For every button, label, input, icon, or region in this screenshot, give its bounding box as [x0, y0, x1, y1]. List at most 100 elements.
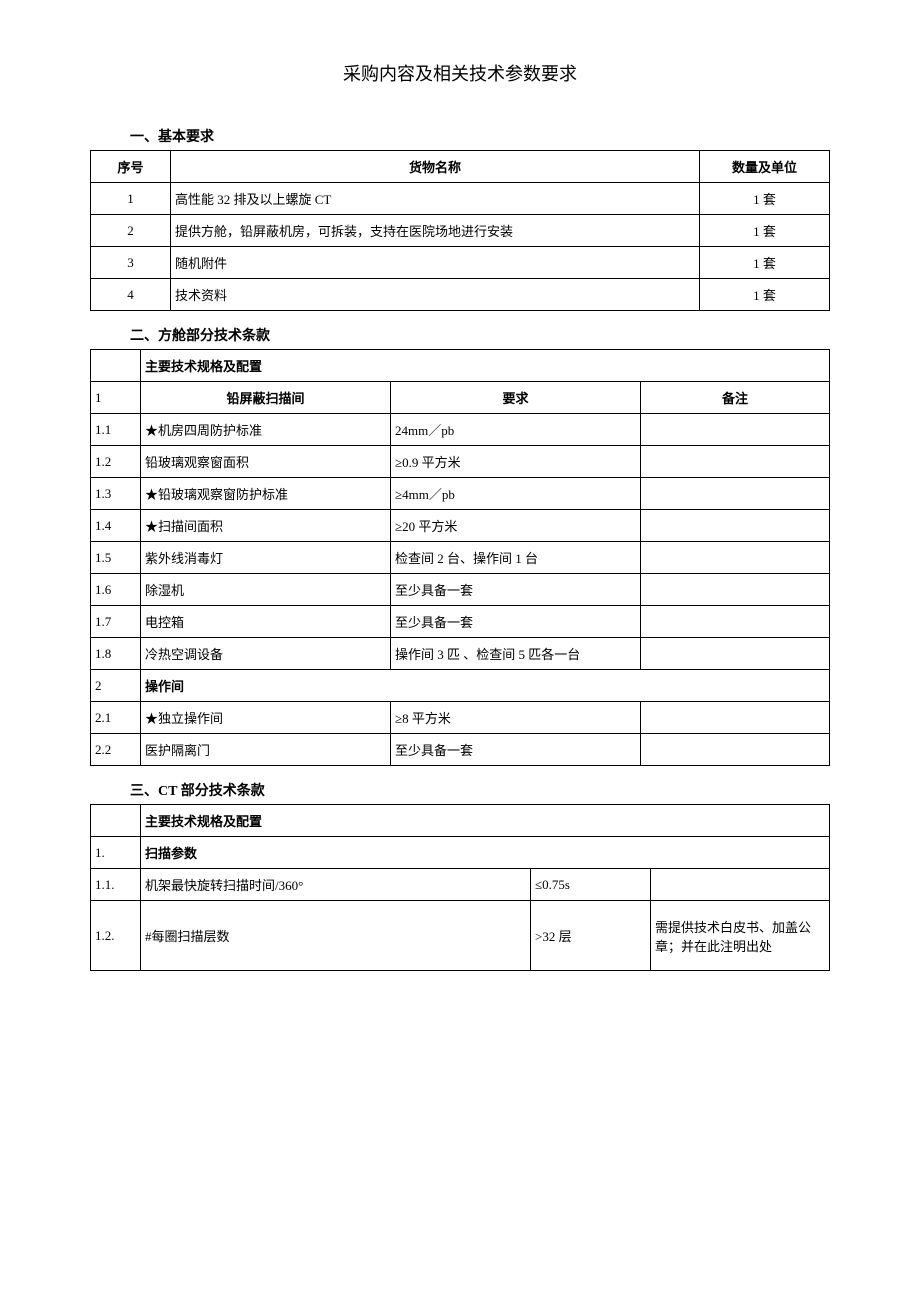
table-row: 1.1★机房四周防护标准24mm／pb: [91, 414, 830, 446]
cell-no: 1.4: [91, 510, 141, 542]
cell-note: [641, 414, 830, 446]
cell-no: 2.2: [91, 734, 141, 766]
table-row: 4 技术资料 1 套: [91, 279, 830, 311]
cell-no: 1.3: [91, 478, 141, 510]
cell-name: 冷热空调设备: [141, 638, 391, 670]
cell-no: 4: [91, 279, 171, 311]
cell-qty: 1 套: [700, 247, 830, 279]
spec-label: 主要技术规格及配置: [141, 350, 830, 382]
cell-note: [641, 638, 830, 670]
cell-no: 1.1.: [91, 869, 141, 901]
cell-name: ★机房四周防护标准: [141, 414, 391, 446]
col-name: 货物名称: [171, 151, 700, 183]
table-row: 1.7电控箱至少具备一套: [91, 606, 830, 638]
cell-req: 至少具备一套: [391, 734, 641, 766]
cell-req: ≥0.9 平方米: [391, 446, 641, 478]
cell-name: 电控箱: [141, 606, 391, 638]
group-title: 操作间: [141, 670, 830, 702]
cell-no: 2: [91, 215, 171, 247]
table-row: 1 高性能 32 排及以上螺旋 CT 1 套: [91, 183, 830, 215]
cell-req: 至少具备一套: [391, 606, 641, 638]
cell-name: ★扫描间面积: [141, 510, 391, 542]
table-row: 2 提供方舱，铅屏蔽机房，可拆装，支持在医院场地进行安装 1 套: [91, 215, 830, 247]
cell-note: [641, 510, 830, 542]
table-row: 1.3★铅玻璃观察窗防护标准≥4mm／pb: [91, 478, 830, 510]
page-title: 采购内容及相关技术参数要求: [90, 60, 830, 86]
cell-note: [641, 446, 830, 478]
cell-req: 24mm／pb: [391, 414, 641, 446]
group1-header-row: 1 铅屏蔽扫描间 要求 备注: [91, 382, 830, 414]
cell-req: 操作间 3 匹 、检查间 5 匹各一台: [391, 638, 641, 670]
cell-req: ≥4mm／pb: [391, 478, 641, 510]
cell-name: 技术资料: [171, 279, 700, 311]
table-row: 1.8冷热空调设备操作间 3 匹 、检查间 5 匹各一台: [91, 638, 830, 670]
cell-name: ★铅玻璃观察窗防护标准: [141, 478, 391, 510]
cell-no: 1.6: [91, 574, 141, 606]
cell-name: ★独立操作间: [141, 702, 391, 734]
cell-note: [641, 702, 830, 734]
cell-name: #每圈扫描层数: [141, 901, 531, 971]
fangcang-spec-table: 主要技术规格及配置 1 铅屏蔽扫描间 要求 备注 1.1★机房四周防护标准24m…: [90, 349, 830, 766]
section2-heading: 二、方舱部分技术条款: [130, 325, 830, 345]
group-idx: 1: [91, 382, 141, 414]
group-title: 扫描参数: [141, 837, 830, 869]
cell-req: >32 层: [531, 901, 651, 971]
cell-note: [641, 574, 830, 606]
group1-header-row: 1. 扫描参数: [91, 837, 830, 869]
section3-heading: 三、CT 部分技术条款: [130, 780, 830, 800]
cell-name: 随机附件: [171, 247, 700, 279]
table-row: 2.1★独立操作间≥8 平方米: [91, 702, 830, 734]
cell-note: [641, 478, 830, 510]
cell-note: [641, 606, 830, 638]
cell-blank: [91, 805, 141, 837]
cell-qty: 1 套: [700, 279, 830, 311]
table-row: 1.6除湿机至少具备一套: [91, 574, 830, 606]
group-idx: 1.: [91, 837, 141, 869]
cell-qty: 1 套: [700, 215, 830, 247]
cell-name: 铅玻璃观察窗面积: [141, 446, 391, 478]
table-row: 1.2铅玻璃观察窗面积≥0.9 平方米: [91, 446, 830, 478]
cell-no: 3: [91, 247, 171, 279]
table-row: 1.4★扫描间面积≥20 平方米: [91, 510, 830, 542]
cell-no: 2.1: [91, 702, 141, 734]
table-row: 2.2医护隔离门至少具备一套: [91, 734, 830, 766]
cell-req: 至少具备一套: [391, 574, 641, 606]
cell-no: 1.2: [91, 446, 141, 478]
cell-req: ≤0.75s: [531, 869, 651, 901]
cell-name: 提供方舱，铅屏蔽机房，可拆装，支持在医院场地进行安装: [171, 215, 700, 247]
spec-header-row: 主要技术规格及配置: [91, 805, 830, 837]
cell-req: 检查间 2 台、操作间 1 台: [391, 542, 641, 574]
req-label: 要求: [391, 382, 641, 414]
cell-no: 1.5: [91, 542, 141, 574]
cell-req: ≥8 平方米: [391, 702, 641, 734]
cell-name: 高性能 32 排及以上螺旋 CT: [171, 183, 700, 215]
note-label: 备注: [641, 382, 830, 414]
spec-header-row: 主要技术规格及配置: [91, 350, 830, 382]
cell-name: 紫外线消毒灯: [141, 542, 391, 574]
cell-no: 1.2.: [91, 901, 141, 971]
spec-label: 主要技术规格及配置: [141, 805, 830, 837]
table-row: 1.5紫外线消毒灯检查间 2 台、操作间 1 台: [91, 542, 830, 574]
ct-spec-table: 主要技术规格及配置 1. 扫描参数 1.1.机架最快旋转扫描时间/360°≤0.…: [90, 804, 830, 971]
cell-note: 需提供技术白皮书、加盖公章；并在此注明出处: [651, 901, 830, 971]
cell-qty: 1 套: [700, 183, 830, 215]
table-row: 1.1.机架最快旋转扫描时间/360°≤0.75s: [91, 869, 830, 901]
cell-no: 1.7: [91, 606, 141, 638]
cell-note: [641, 734, 830, 766]
table-row: 1.2.#每圈扫描层数>32 层需提供技术白皮书、加盖公章；并在此注明出处: [91, 901, 830, 971]
table-row: 3 随机附件 1 套: [91, 247, 830, 279]
col-qty: 数量及单位: [700, 151, 830, 183]
section1-heading: 一、基本要求: [130, 126, 830, 146]
cell-no: 1.8: [91, 638, 141, 670]
cell-no: 1: [91, 183, 171, 215]
cell-note: [651, 869, 830, 901]
cell-req: ≥20 平方米: [391, 510, 641, 542]
table-header-row: 序号 货物名称 数量及单位: [91, 151, 830, 183]
cell-no: 1.1: [91, 414, 141, 446]
cell-blank: [91, 350, 141, 382]
cell-name: 医护隔离门: [141, 734, 391, 766]
group2-header-row: 2 操作间: [91, 670, 830, 702]
cell-note: [641, 542, 830, 574]
cell-name: 除湿机: [141, 574, 391, 606]
cell-name: 机架最快旋转扫描时间/360°: [141, 869, 531, 901]
